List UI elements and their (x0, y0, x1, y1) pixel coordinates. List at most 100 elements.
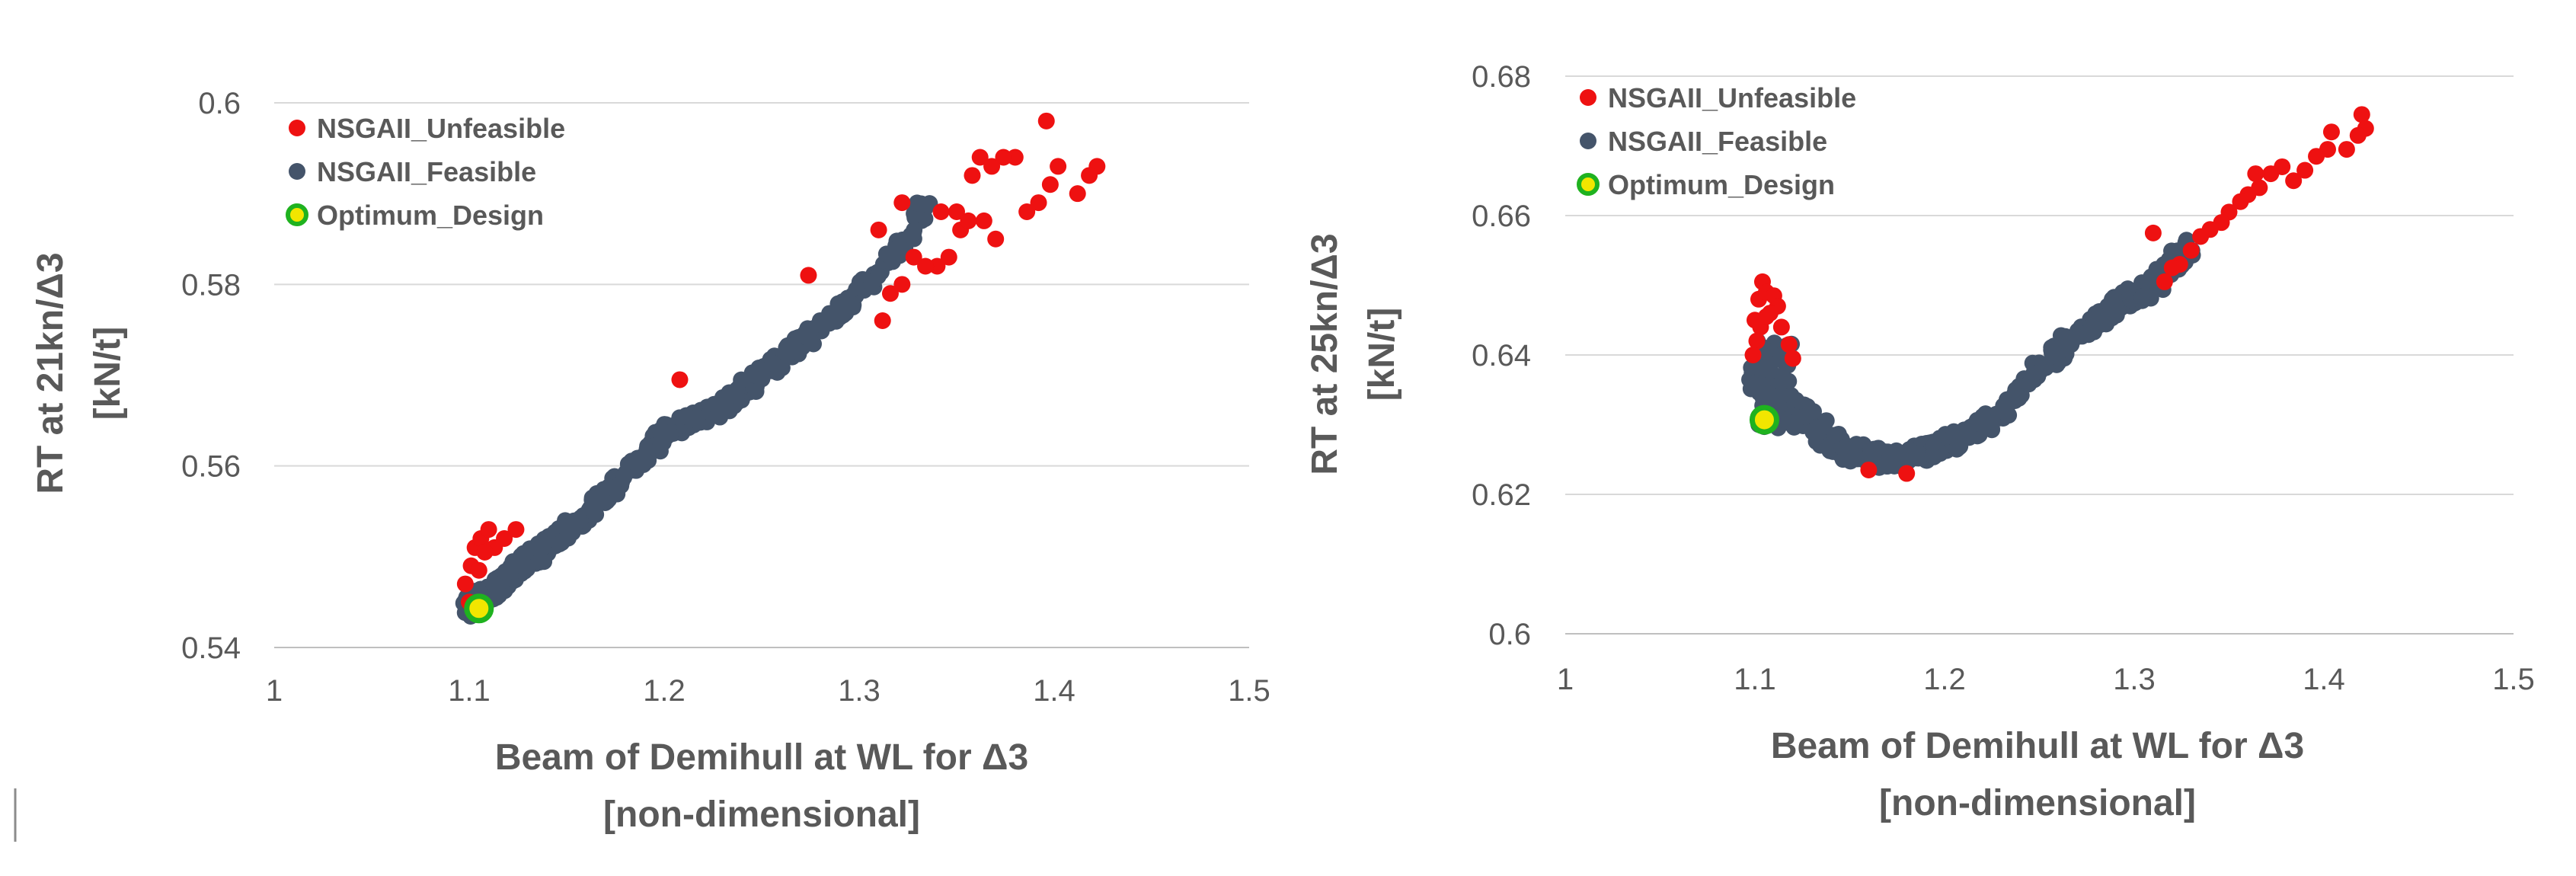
feasible-point (1846, 447, 1863, 465)
feasible-point (782, 344, 800, 362)
unfeasible-point (2144, 224, 2162, 241)
scatter-chart-rt-25kn: 0.6 0.62 0.64 0.66 0.68 1 1.1 1.2 1.3 1.4 1.5 NSG… (1305, 60, 2535, 823)
feasible-point (2140, 273, 2158, 290)
unfeasible-point (940, 248, 957, 266)
unfeasible-point (1780, 336, 1798, 353)
feasible-point (2098, 307, 2115, 325)
feasible-point (564, 523, 581, 541)
legend-label-feasible: NSGAII_Feasible (1608, 126, 1827, 157)
feasible-point (820, 315, 838, 332)
feasible-point (551, 536, 568, 553)
unfeasible-point (2262, 165, 2280, 183)
unfeasible-point (2353, 106, 2370, 123)
unfeasible-point (2322, 123, 2340, 141)
unfeasible-point (971, 149, 989, 166)
feasible-point (845, 296, 862, 314)
x-tick-label: 1.5 (1228, 674, 1270, 708)
unfeasible-point (1030, 194, 1047, 212)
optimum-design-point (464, 593, 494, 624)
feasible-point (1754, 360, 1772, 377)
unfeasible-point (1772, 318, 1790, 336)
unfeasible-point (917, 257, 935, 275)
chart-1-legend: NSGAII_Unfeasible NSGAII_Feasible Optimu… (286, 113, 565, 231)
chart-2-legend: NSGAII_Unfeasible NSGAII_Feasible Optimu… (1577, 82, 1856, 200)
feasible-point (615, 466, 633, 484)
x-axis-title: Beam of Demihull at WL for Δ3 (1771, 726, 2304, 766)
legend-marker-feasible (1580, 133, 1596, 149)
unfeasible-point (881, 285, 899, 302)
unfeasible-point (874, 312, 891, 329)
feasible-point (582, 499, 599, 516)
unfeasible-point (893, 276, 911, 293)
feasible-point (1826, 427, 1843, 444)
feasible-point (2137, 287, 2154, 305)
feasible-point (1995, 398, 2012, 415)
feasible-point (721, 402, 738, 420)
feasible-point (639, 437, 657, 455)
legend-label-optimum: Optimum_Design (1608, 169, 1835, 200)
chart-1-gridlines (274, 102, 1249, 648)
unfeasible-point (2182, 241, 2200, 259)
feasible-point (518, 558, 535, 576)
chart-1-y-ticks: 0.54 0.56 0.58 0.6 (181, 87, 241, 665)
unfeasible-point (2247, 165, 2264, 183)
y-tick-label: 0.62 (1472, 478, 1531, 512)
unfeasible-point (2338, 141, 2355, 158)
unfeasible-point (2163, 259, 2181, 277)
y-tick-label: 0.68 (1472, 60, 1531, 94)
feasible-point (1948, 440, 1966, 458)
unfeasible-point (1748, 332, 1766, 350)
feasible-point (596, 494, 614, 511)
unfeasible-point (893, 194, 911, 212)
feasible-point (689, 412, 706, 430)
unfeasible-point (948, 203, 965, 220)
x-tick-label: 1.5 (2492, 663, 2535, 696)
x-tick-label: 1.1 (1734, 663, 1776, 696)
feasible-point (909, 194, 926, 212)
legend-label-unfeasible: NSGAII_Unfeasible (1608, 82, 1856, 113)
x-axis-title: Beam of Demihull at WL for Δ3 (495, 737, 1028, 778)
unfeasible-point (2296, 161, 2314, 179)
legend-marker-unfeasible (1580, 89, 1596, 106)
feasible-point (506, 557, 523, 574)
feasible-point (655, 424, 673, 441)
unfeasible-point (671, 371, 689, 388)
x-tick-label: 1.2 (643, 674, 686, 708)
legend-marker-unfeasible (289, 120, 305, 136)
feasible-point (863, 276, 881, 293)
unfeasible-point (1018, 203, 1036, 220)
y-tick-label: 0.6 (1488, 618, 1531, 651)
feasible-point (728, 382, 746, 399)
y-tick-label: 0.56 (181, 450, 241, 484)
unfeasible-point (1081, 167, 1098, 184)
feasible-point (1977, 413, 1995, 430)
unfeasible-point (2232, 193, 2249, 210)
unfeasible-point (1037, 112, 1055, 129)
unfeasible-point (870, 221, 887, 238)
unfeasible-point (1069, 185, 1086, 203)
feasible-point (625, 453, 642, 471)
unfeasible-point (470, 561, 487, 579)
feasible-point (1959, 424, 1977, 442)
feasible-point (1779, 414, 1796, 431)
x-tick-label: 1 (266, 674, 283, 708)
unfeasible-point (1860, 461, 1878, 478)
legend-label-feasible: NSGAII_Feasible (317, 156, 536, 187)
feasible-point (2034, 357, 2052, 375)
feasible-point (2010, 389, 2028, 407)
legend-label-unfeasible: NSGAII_Unfeasible (317, 113, 565, 144)
feasible-point (796, 328, 813, 345)
feasible-point (488, 577, 506, 595)
x-axis-title-units: [non-dimensional] (603, 794, 920, 835)
unfeasible-point (1041, 176, 1059, 193)
feasible-point (1924, 447, 1942, 465)
y-tick-label: 0.66 (1472, 200, 1531, 233)
unfeasible-point (2308, 148, 2325, 165)
chart-2-gridlines (1565, 75, 2514, 635)
unfeasible-point (1006, 149, 1024, 166)
unfeasible-point (2156, 273, 2173, 290)
unfeasible-point (928, 257, 946, 275)
unfeasible-point (2192, 228, 2210, 245)
scatter-chart-rt-21kn: 0.54 0.56 0.58 0.6 1 1.1 1.2 1.3 1.4 1.5 NSGAII_… (30, 87, 1270, 835)
